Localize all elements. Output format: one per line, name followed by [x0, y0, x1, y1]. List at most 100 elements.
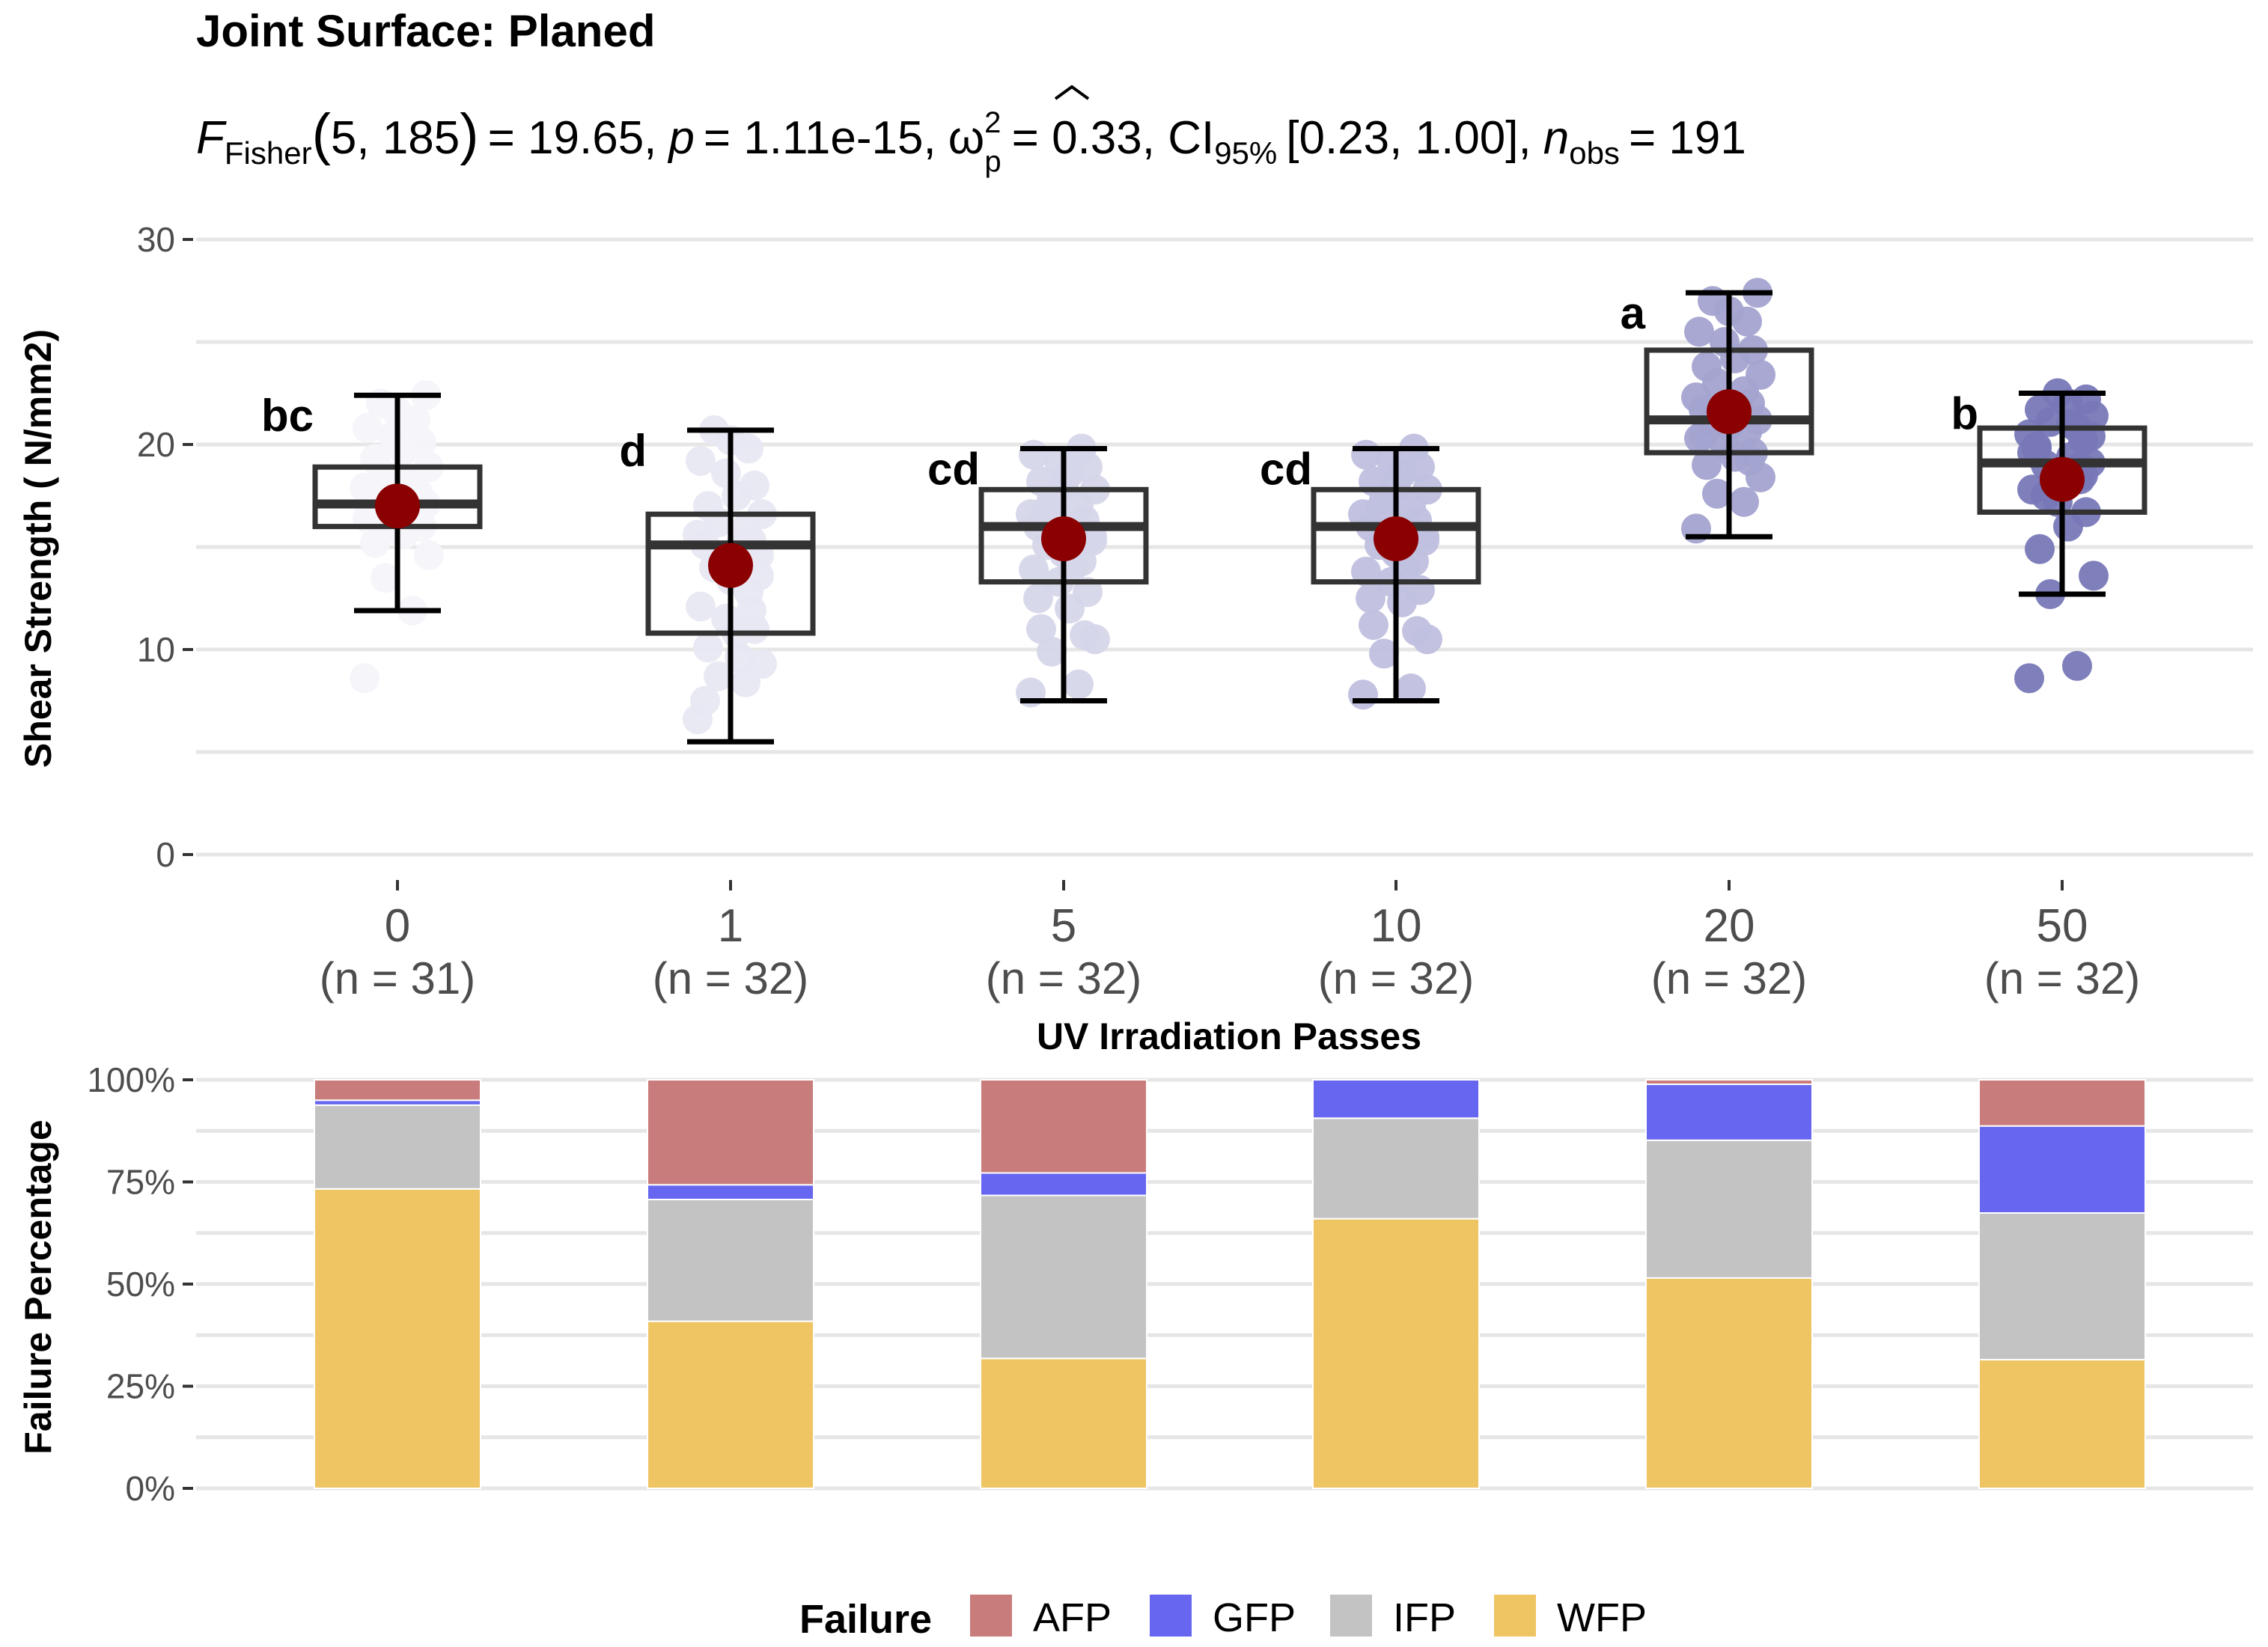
data-point [1359, 610, 1388, 641]
x-tick-sample-size: (n = 32) [1318, 953, 1474, 1003]
bar-segment-ifp [1645, 1139, 1813, 1279]
data-point [1032, 495, 1062, 525]
legend-title: Failure [799, 1597, 932, 1642]
legend: Failure AFP GFP IFP WFP [799, 1595, 1647, 1642]
data-point [1023, 583, 1053, 614]
group-letter: d [619, 426, 647, 476]
data-point [1702, 478, 1732, 509]
bar-segment-afp [1978, 1079, 2146, 1127]
top-y-tick-label: 10 [137, 630, 175, 669]
stat-sub: Fisher [225, 135, 312, 171]
data-point [2079, 560, 2109, 591]
data-point [2062, 650, 2092, 681]
bottom-y-axis: 0% 25% 50% 75% 100% [87, 1060, 193, 1508]
data-point [747, 649, 777, 679]
data-point [371, 563, 400, 593]
mean-point [375, 483, 420, 529]
bar-segment-ifp [314, 1104, 481, 1190]
data-point [2014, 663, 2044, 694]
data-point [1377, 445, 1406, 476]
mean-point [1041, 516, 1086, 562]
bottom-y-tick-label: 100% [87, 1060, 175, 1099]
data-point [1692, 351, 1722, 382]
stat-name: F [196, 112, 227, 164]
data-point [1692, 450, 1722, 480]
data-point [1746, 359, 1775, 390]
n-sub: obs [1569, 135, 1620, 171]
x-tick-sample-size: (n = 32) [986, 953, 1141, 1003]
data-point [686, 591, 716, 622]
data-point [1019, 554, 1049, 585]
data-point [1402, 616, 1432, 647]
data-point [360, 528, 390, 558]
bar-segment-afp [1645, 1079, 1813, 1086]
chart-subtitle: FFisher(5, 185) = 19.65, p = 1.11e-15, ω2 p = … [196, 103, 1746, 178]
n-label: n [1543, 112, 1569, 164]
bar-segment-ifp [1978, 1211, 2146, 1361]
p-label: p [667, 112, 694, 164]
legend-swatch-ifp [1330, 1595, 1372, 1637]
x-tick-label: 10 [1371, 900, 1422, 952]
bar-segment-gfp [1645, 1084, 1813, 1141]
legend-swatch-afp [970, 1595, 1012, 1637]
bar-segment-wfp [1645, 1277, 1813, 1490]
ci-value: [0.23, 1.00], [1286, 112, 1531, 164]
x-tick-sample-size: (n = 31) [320, 953, 475, 1003]
x-tick-label: 1 [718, 900, 743, 952]
bar-segment-afp [314, 1079, 481, 1101]
data-point [1681, 382, 1711, 412]
top-boxplots: bc d cd cd a b [261, 288, 2147, 745]
top-y-axis: 0 10 20 30 [137, 220, 193, 874]
data-point [1351, 556, 1381, 587]
mean-point [2040, 456, 2085, 502]
mean-point [708, 543, 753, 588]
bottom-y-tick-label: 75% [106, 1163, 175, 1202]
n-value: = 191 [1629, 112, 1746, 164]
mean-point [1374, 516, 1418, 562]
chart-title: Joint Surface: Planed [196, 6, 655, 56]
stat-value: = 19.65, [488, 112, 657, 164]
data-point [740, 470, 769, 501]
data-point [690, 685, 720, 716]
x-tick-label: 20 [1704, 900, 1755, 952]
bar-segment-ifp [980, 1194, 1147, 1360]
bar-segment-afp [647, 1079, 814, 1186]
bar-segment-ifp [647, 1198, 814, 1322]
data-point [1689, 419, 1719, 450]
bottom-gridlines [196, 1078, 2253, 1491]
group-letter: a [1621, 288, 1646, 338]
bottom-y-tick-label: 0% [126, 1469, 175, 1508]
bar-segment-wfp [1312, 1217, 1480, 1489]
top-data-points [350, 278, 2109, 735]
bar-segment-afp [980, 1079, 1147, 1174]
data-point [1348, 679, 1378, 710]
bottom-y-axis-title: Failure Percentage [17, 1119, 59, 1454]
data-point [406, 427, 436, 458]
top-y-tick-label: 0 [156, 835, 175, 874]
legend-swatch-wfp [1494, 1595, 1536, 1637]
data-point [1351, 439, 1381, 470]
data-point [686, 445, 716, 476]
bottom-y-tick-label: 25% [106, 1367, 175, 1406]
data-point [414, 540, 444, 570]
data-point [1365, 495, 1394, 525]
top-y-axis-title: Shear Strength ( N/mm2) [17, 329, 59, 768]
top-gridlines [196, 237, 2253, 857]
data-point [737, 595, 766, 626]
bar-segment-wfp [647, 1320, 814, 1490]
data-point [2022, 431, 2052, 462]
legend-label-afp: AFP [1033, 1595, 1112, 1640]
top-y-tick-label: 30 [137, 220, 175, 259]
legend-label-wfp: WFP [1557, 1595, 1647, 1640]
top-x-axis-title: UV Irradiation Passes [1037, 1015, 1421, 1057]
data-point [1064, 669, 1094, 700]
bottom-y-tick-label: 50% [106, 1265, 175, 1304]
effect-symbol: ω [948, 112, 984, 164]
mean-point [1707, 389, 1752, 435]
group-letter: b [1951, 389, 1978, 439]
x-tick-label: 5 [1051, 900, 1076, 952]
group-letter: bc [261, 391, 314, 441]
group-letter: cd [927, 444, 980, 494]
data-point [1369, 638, 1399, 669]
bar-segment-wfp [980, 1357, 1147, 1489]
